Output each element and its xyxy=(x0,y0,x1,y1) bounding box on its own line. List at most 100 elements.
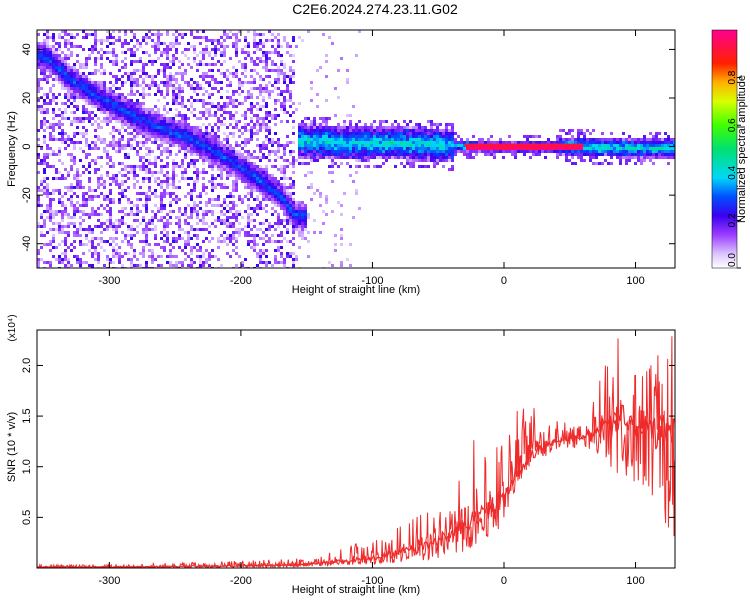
heatmap-cell xyxy=(220,51,223,54)
heatmap-cell xyxy=(187,84,190,87)
heatmap-cell xyxy=(337,96,340,99)
heatmap-cell xyxy=(358,129,361,132)
heatmap-cell xyxy=(307,126,310,129)
heatmap-cell xyxy=(64,255,67,258)
heatmap-cell xyxy=(154,165,157,168)
heatmap-cell xyxy=(424,165,427,168)
heatmap-cell xyxy=(130,108,133,111)
heatmap-cell xyxy=(358,144,361,147)
heatmap-cell xyxy=(115,120,118,123)
heatmap-cell xyxy=(526,141,529,144)
heatmap-cell xyxy=(37,156,40,159)
heatmap-cell xyxy=(166,51,169,54)
heatmap-cell xyxy=(43,93,46,96)
heatmap-cell xyxy=(88,198,91,201)
heatmap-cell xyxy=(256,255,259,258)
heatmap-cell xyxy=(196,228,199,231)
heatmap-cell xyxy=(295,216,298,219)
heatmap-cell xyxy=(130,84,133,87)
heatmap-cell xyxy=(154,171,157,174)
heatmap-cell xyxy=(340,237,343,240)
heatmap-cell xyxy=(373,141,376,144)
heatmap-cell xyxy=(40,147,43,150)
heatmap-cell xyxy=(58,126,61,129)
heatmap-cell xyxy=(115,174,118,177)
heatmap-cell xyxy=(103,195,106,198)
heatmap-cell xyxy=(289,162,292,165)
heatmap-cell xyxy=(121,144,124,147)
heatmap-cell xyxy=(37,42,40,45)
heatmap-cell xyxy=(412,135,415,138)
heatmap-cell xyxy=(82,252,85,255)
heatmap-cell xyxy=(106,30,109,33)
heatmap-cell xyxy=(67,258,70,261)
heatmap-cell xyxy=(313,120,316,123)
heatmap-cell xyxy=(439,123,442,126)
heatmap-cell xyxy=(331,138,334,141)
heatmap-cell xyxy=(124,156,127,159)
heatmap-cell xyxy=(199,141,202,144)
heatmap-cell xyxy=(529,141,532,144)
heatmap-cell xyxy=(253,189,256,192)
heatmap-cell xyxy=(193,36,196,39)
heatmap-cell xyxy=(37,51,40,54)
heatmap-cell xyxy=(319,132,322,135)
heatmap-cell xyxy=(439,144,442,147)
heatmap-cell xyxy=(667,162,670,165)
heatmap-cell xyxy=(505,150,508,153)
heatmap-cell xyxy=(181,261,184,264)
heatmap-cell xyxy=(253,150,256,153)
heatmap-cell xyxy=(301,141,304,144)
heatmap-cell xyxy=(160,69,163,72)
heatmap-cell xyxy=(256,144,259,147)
heatmap-cell xyxy=(265,129,268,132)
heatmap-cell xyxy=(307,117,310,120)
heatmap-cell xyxy=(247,186,250,189)
heatmap-cell xyxy=(106,120,109,123)
heatmap-cell xyxy=(61,51,64,54)
heatmap-cell xyxy=(52,63,55,66)
heatmap-cell xyxy=(64,93,67,96)
heatmap-cell xyxy=(157,255,160,258)
heatmap-cell xyxy=(481,138,484,141)
heatmap-cell xyxy=(415,126,418,129)
heatmap-cell xyxy=(583,150,586,153)
heatmap-cell xyxy=(172,93,175,96)
heatmap-cell xyxy=(172,240,175,243)
heatmap-cell xyxy=(220,162,223,165)
heatmap-cell xyxy=(172,165,175,168)
heatmap-cell xyxy=(343,123,346,126)
heatmap-cell xyxy=(100,99,103,102)
heatmap-cell xyxy=(49,102,52,105)
heatmap-cell xyxy=(250,156,253,159)
heatmap-cell xyxy=(256,180,259,183)
heatmap-cell xyxy=(250,111,253,114)
heatmap-cell xyxy=(97,102,100,105)
heatmap-cell xyxy=(46,48,49,51)
heatmap-cell xyxy=(172,168,175,171)
heatmap-cell xyxy=(352,147,355,150)
heatmap-cell xyxy=(193,135,196,138)
heatmap-cell xyxy=(217,69,220,72)
heatmap-cell xyxy=(247,177,250,180)
heatmap-cell xyxy=(247,231,250,234)
heatmap-cell xyxy=(259,90,262,93)
heatmap-cell xyxy=(214,198,217,201)
heatmap-cell xyxy=(115,243,118,246)
heatmap-cell xyxy=(274,204,277,207)
heatmap-cell xyxy=(187,192,190,195)
heatmap-cell xyxy=(61,201,64,204)
heatmap-cell xyxy=(340,156,343,159)
heatmap-cell xyxy=(82,75,85,78)
heatmap-cell xyxy=(268,126,271,129)
heatmap-cell xyxy=(115,87,118,90)
heatmap-cell xyxy=(208,255,211,258)
heatmap-cell xyxy=(631,150,634,153)
heatmap-cell xyxy=(79,264,82,267)
heatmap-cell xyxy=(277,234,280,237)
heatmap-cell xyxy=(238,60,241,63)
heatmap-cell xyxy=(49,126,52,129)
heatmap-cell xyxy=(226,141,229,144)
heatmap-cell xyxy=(46,51,49,54)
heatmap-cell xyxy=(319,141,322,144)
